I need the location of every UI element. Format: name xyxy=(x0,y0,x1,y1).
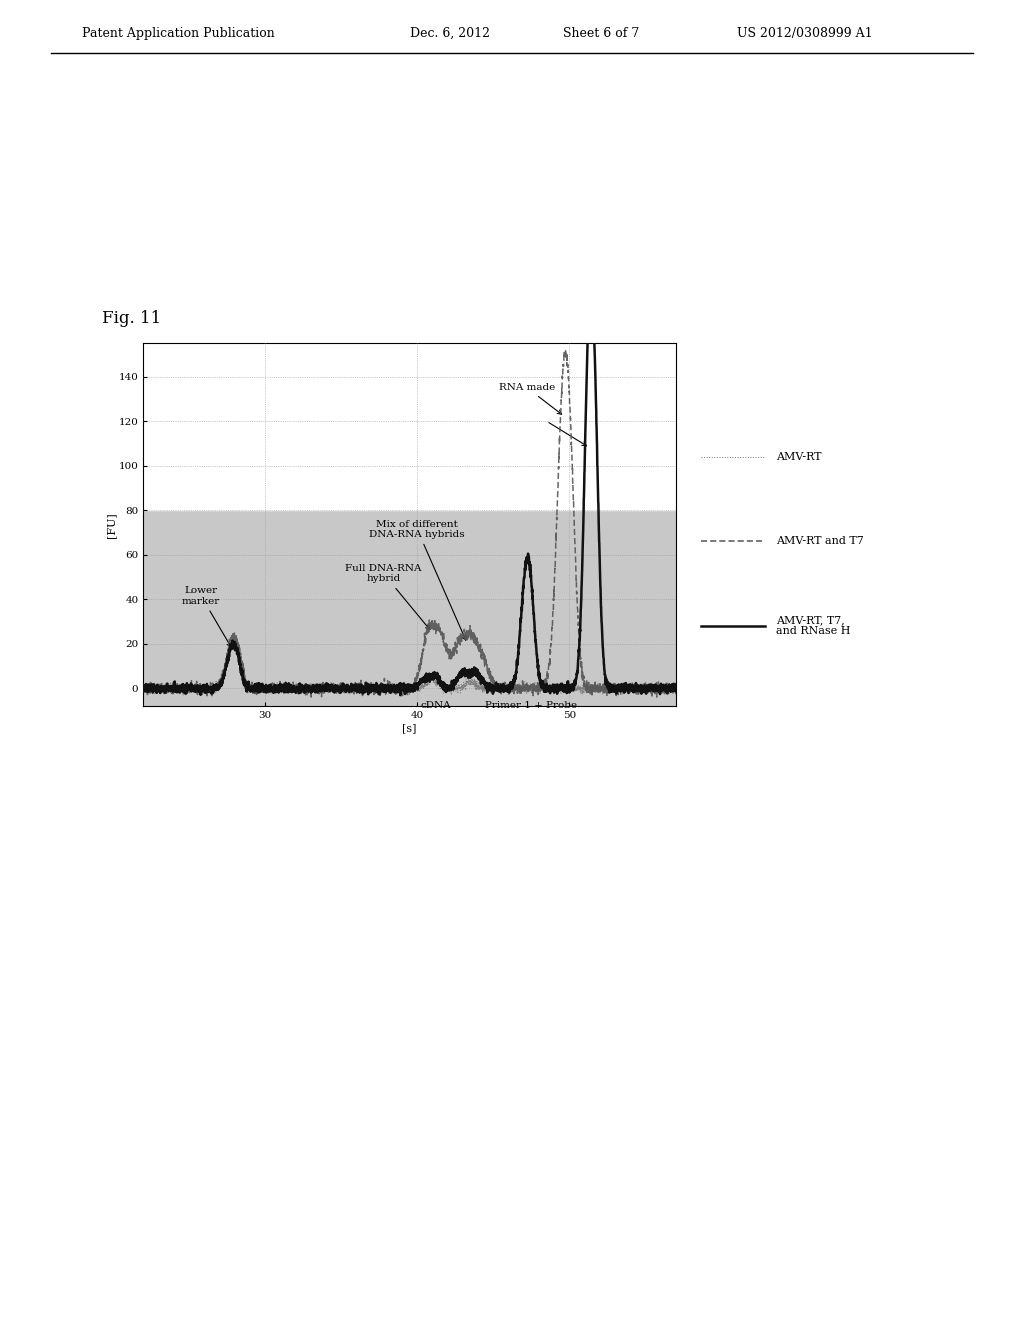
Bar xyxy=(143,243,676,511)
X-axis label: [s]: [s] xyxy=(402,723,417,733)
Text: RNA made: RNA made xyxy=(499,383,561,414)
Text: US 2012/0308999 A1: US 2012/0308999 A1 xyxy=(737,26,872,40)
Text: cDNA: cDNA xyxy=(420,701,451,710)
Text: Sheet 6 of 7: Sheet 6 of 7 xyxy=(563,26,639,40)
Text: AMV-RT: AMV-RT xyxy=(776,451,821,462)
Text: Full DNA-RNA
hybrid: Full DNA-RNA hybrid xyxy=(345,564,430,630)
Text: Patent Application Publication: Patent Application Publication xyxy=(82,26,274,40)
Text: Lower
marker: Lower marker xyxy=(182,586,231,647)
Y-axis label: [FU]: [FU] xyxy=(105,512,116,537)
Text: AMV-RT, T7,
and RNase H: AMV-RT, T7, and RNase H xyxy=(776,615,851,636)
Text: AMV-RT and T7: AMV-RT and T7 xyxy=(776,536,863,546)
Text: Fig. 11: Fig. 11 xyxy=(102,310,162,327)
Text: Primer 1 + Probe: Primer 1 + Probe xyxy=(485,701,578,710)
Text: Dec. 6, 2012: Dec. 6, 2012 xyxy=(410,26,489,40)
Text: Mix of different
DNA-RNA hybrids: Mix of different DNA-RNA hybrids xyxy=(370,520,466,640)
